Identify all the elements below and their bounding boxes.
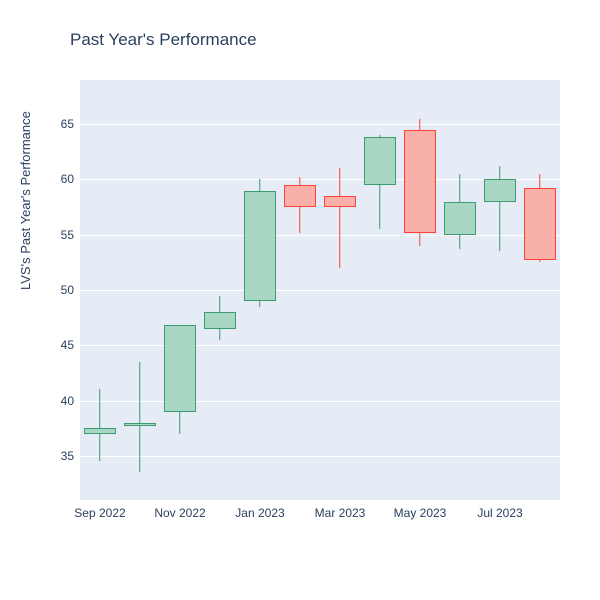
- candle: [284, 80, 315, 500]
- candle-body: [404, 130, 435, 233]
- candle: [84, 80, 115, 500]
- plot-area: 35404550556065Sep 2022Nov 2022Jan 2023Ma…: [80, 80, 560, 500]
- candle: [444, 80, 475, 500]
- y-tick-label: 55: [61, 228, 80, 242]
- chart-container: Past Year's Performance LVS's Past Year'…: [0, 0, 600, 600]
- y-tick-label: 40: [61, 394, 80, 408]
- candle-body: [324, 196, 355, 207]
- candle: [124, 80, 155, 500]
- candle-wick: [139, 362, 141, 473]
- candle-wick: [339, 168, 341, 267]
- y-axis-label: LVS's Past Year's Performance: [18, 111, 33, 290]
- candle-body: [124, 423, 155, 426]
- candle: [484, 80, 515, 500]
- candle: [364, 80, 395, 500]
- x-tick-label: Jan 2023: [235, 500, 284, 520]
- candle-body: [524, 188, 555, 260]
- x-tick-label: Jul 2023: [477, 500, 522, 520]
- candle: [524, 80, 555, 500]
- y-tick-label: 50: [61, 283, 80, 297]
- x-tick-label: Sep 2022: [74, 500, 125, 520]
- candle-body: [84, 428, 115, 434]
- candle: [404, 80, 435, 500]
- candle-body: [444, 202, 475, 235]
- candle-body: [164, 325, 195, 411]
- candle: [324, 80, 355, 500]
- x-tick-label: Mar 2023: [315, 500, 366, 520]
- candle: [244, 80, 275, 500]
- candle-body: [244, 191, 275, 302]
- candle-body: [484, 179, 515, 201]
- y-tick-label: 45: [61, 338, 80, 352]
- candle-wick: [99, 389, 101, 461]
- y-tick-label: 60: [61, 172, 80, 186]
- candle-body: [284, 185, 315, 207]
- x-tick-label: Nov 2022: [154, 500, 205, 520]
- candle: [204, 80, 235, 500]
- y-tick-label: 35: [61, 449, 80, 463]
- x-tick-label: May 2023: [394, 500, 447, 520]
- candle: [164, 80, 195, 500]
- y-tick-label: 65: [61, 117, 80, 131]
- candle-body: [204, 312, 235, 329]
- candle-body: [364, 137, 395, 185]
- chart-title: Past Year's Performance: [70, 30, 257, 50]
